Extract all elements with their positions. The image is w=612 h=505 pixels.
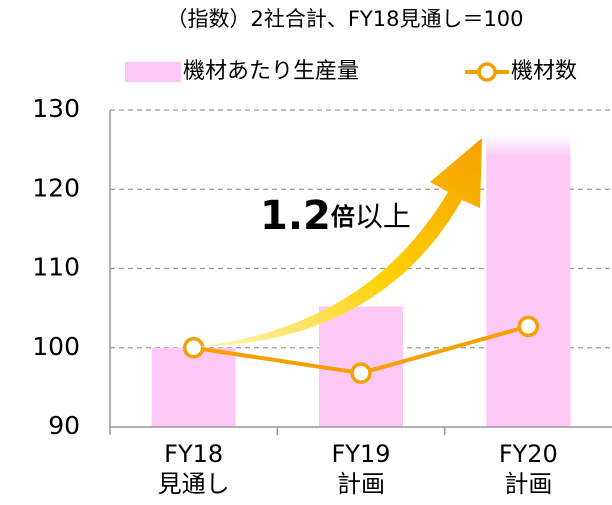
annotation-unit: 倍 <box>331 203 355 231</box>
x-tick-label: FY20 計画 <box>499 440 558 498</box>
x-tick-line: 計画 <box>337 470 385 498</box>
y-tick-label: 90 <box>48 411 80 440</box>
y-tick-label: 110 <box>32 253 80 282</box>
annotation-number: 1.2 <box>260 193 331 239</box>
trend-arrow <box>195 138 482 347</box>
y-tick-label: 130 <box>32 94 80 123</box>
legend-marker <box>477 62 497 82</box>
bar <box>486 133 571 427</box>
x-tick-line: FY20 <box>499 440 558 468</box>
legend-swatch <box>125 62 181 82</box>
x-tick-line: 計画 <box>504 470 552 498</box>
x-tick-line: 見通し <box>158 470 230 498</box>
bar <box>151 347 236 427</box>
marker <box>182 337 205 359</box>
legend-label: 機材あたり生産量 <box>183 59 359 84</box>
x-tick-label: FY18 見通し <box>158 440 230 498</box>
chart-title: （指数）2社合計、FY18見通し＝100 <box>166 7 523 31</box>
x-tick-label: FY19 計画 <box>331 440 390 498</box>
annotation: 1.2倍以上 <box>260 193 411 239</box>
annotation-text: 以上 <box>355 200 411 233</box>
x-tick-line: FY18 <box>164 440 223 468</box>
legend-label: 機材数 <box>511 59 577 84</box>
x-tick-line: FY19 <box>331 440 390 468</box>
marker <box>350 362 372 384</box>
y-tick-label: 120 <box>32 173 80 202</box>
marker <box>517 315 540 338</box>
y-tick-label: 100 <box>32 332 80 361</box>
